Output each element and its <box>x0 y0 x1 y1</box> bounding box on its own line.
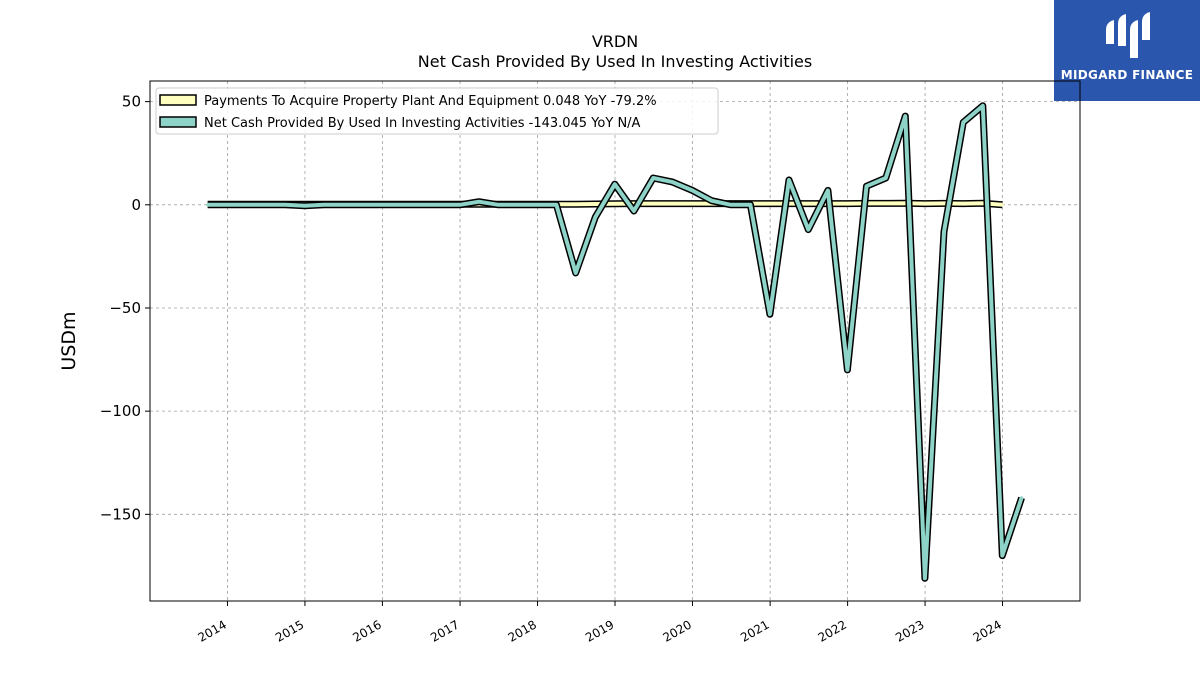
data-point <box>322 203 326 207</box>
data-point <box>729 203 733 207</box>
data-point <box>632 209 636 213</box>
data-point <box>710 199 714 203</box>
legend-swatch <box>159 94 197 106</box>
y-tick-label: 0 <box>131 196 141 214</box>
data-point <box>613 202 617 206</box>
x-tick-label: 2024 <box>971 617 1004 644</box>
data-point <box>845 368 849 372</box>
x-tick-label: 2020 <box>661 617 694 644</box>
data-point <box>748 203 752 207</box>
data-point <box>593 202 597 206</box>
y-tick-label: −100 <box>100 402 141 420</box>
data-point <box>961 120 965 124</box>
data-point <box>593 215 597 219</box>
data-point <box>690 188 694 192</box>
data-point <box>477 200 481 204</box>
chart-title: VRDN <box>591 32 639 51</box>
data-point <box>341 203 345 207</box>
axis-ticks: 50 0 −50 −100 −150 2014 2015 2016 2017 2018 2019 20… <box>100 93 1004 645</box>
data-point <box>244 203 248 207</box>
data-point <box>419 203 423 207</box>
data-point <box>768 202 772 206</box>
legend-entry: Net Cash Provided By Used In Investing A… <box>204 116 641 131</box>
data-point <box>1000 554 1004 558</box>
data-point <box>613 182 617 186</box>
brand-name: MIDGARD FINANCE <box>1060 68 1194 82</box>
data-point <box>651 202 655 206</box>
data-point <box>400 203 403 207</box>
legend-swatch <box>159 116 197 128</box>
data-point <box>651 176 655 180</box>
data-point <box>806 202 810 206</box>
data-point <box>961 202 965 206</box>
legend-entry: Payments To Acquire Property Plant And E… <box>204 94 657 109</box>
x-tick-label: 2017 <box>428 617 461 644</box>
data-point <box>458 203 462 207</box>
y-tick-label: −150 <box>100 505 141 523</box>
data-point <box>981 104 985 108</box>
data-point <box>554 203 558 207</box>
data-point <box>923 202 927 206</box>
data-point <box>690 202 694 206</box>
data-point <box>787 178 791 182</box>
x-tick-label: 2022 <box>816 617 849 644</box>
data-point <box>884 176 888 180</box>
x-tick-label: 2019 <box>583 617 616 644</box>
y-tick-label: −50 <box>109 299 141 317</box>
data-point <box>884 201 888 205</box>
data-point <box>225 203 229 207</box>
x-tick-label: 2018 <box>506 617 539 644</box>
data-point <box>283 203 287 207</box>
data-point <box>516 203 520 207</box>
data-point <box>574 202 578 206</box>
x-tick-label: 2016 <box>350 617 383 644</box>
data-point <box>865 184 868 188</box>
data-point <box>826 188 830 192</box>
data-point <box>768 312 772 316</box>
x-tick-label: 2015 <box>273 617 306 644</box>
x-tick-label: 2014 <box>196 617 229 644</box>
data-point <box>1000 203 1004 207</box>
data-point <box>206 203 210 207</box>
series-layer <box>206 102 1025 582</box>
y-tick-label: 50 <box>122 93 141 111</box>
x-tick-label: 2023 <box>893 617 926 644</box>
data-point <box>574 271 578 275</box>
brand-logo: MIDGARD FINANCE <box>1054 0 1200 101</box>
x-tick-label: 2021 <box>738 617 771 644</box>
data-point <box>903 114 907 118</box>
midgard-logo-icon <box>1106 12 1150 58</box>
data-point <box>923 576 927 580</box>
data-point <box>264 203 268 207</box>
data-point <box>806 228 810 232</box>
data-point <box>671 202 675 206</box>
legend-box <box>155 87 719 135</box>
data-point <box>942 201 946 205</box>
y-axis-label: USDm <box>58 311 80 370</box>
data-point <box>361 203 365 207</box>
legend: Payments To Acquire Property Plant And E… <box>155 87 719 135</box>
data-point <box>1020 496 1024 500</box>
data-point <box>496 203 500 207</box>
data-point <box>380 203 384 207</box>
chart-subtitle: Net Cash Provided By Used In Investing A… <box>417 52 813 71</box>
data-point <box>535 203 539 207</box>
data-point <box>303 204 307 208</box>
data-point <box>942 230 946 234</box>
data-point <box>438 203 442 207</box>
data-point <box>845 202 849 206</box>
data-point <box>671 180 675 184</box>
